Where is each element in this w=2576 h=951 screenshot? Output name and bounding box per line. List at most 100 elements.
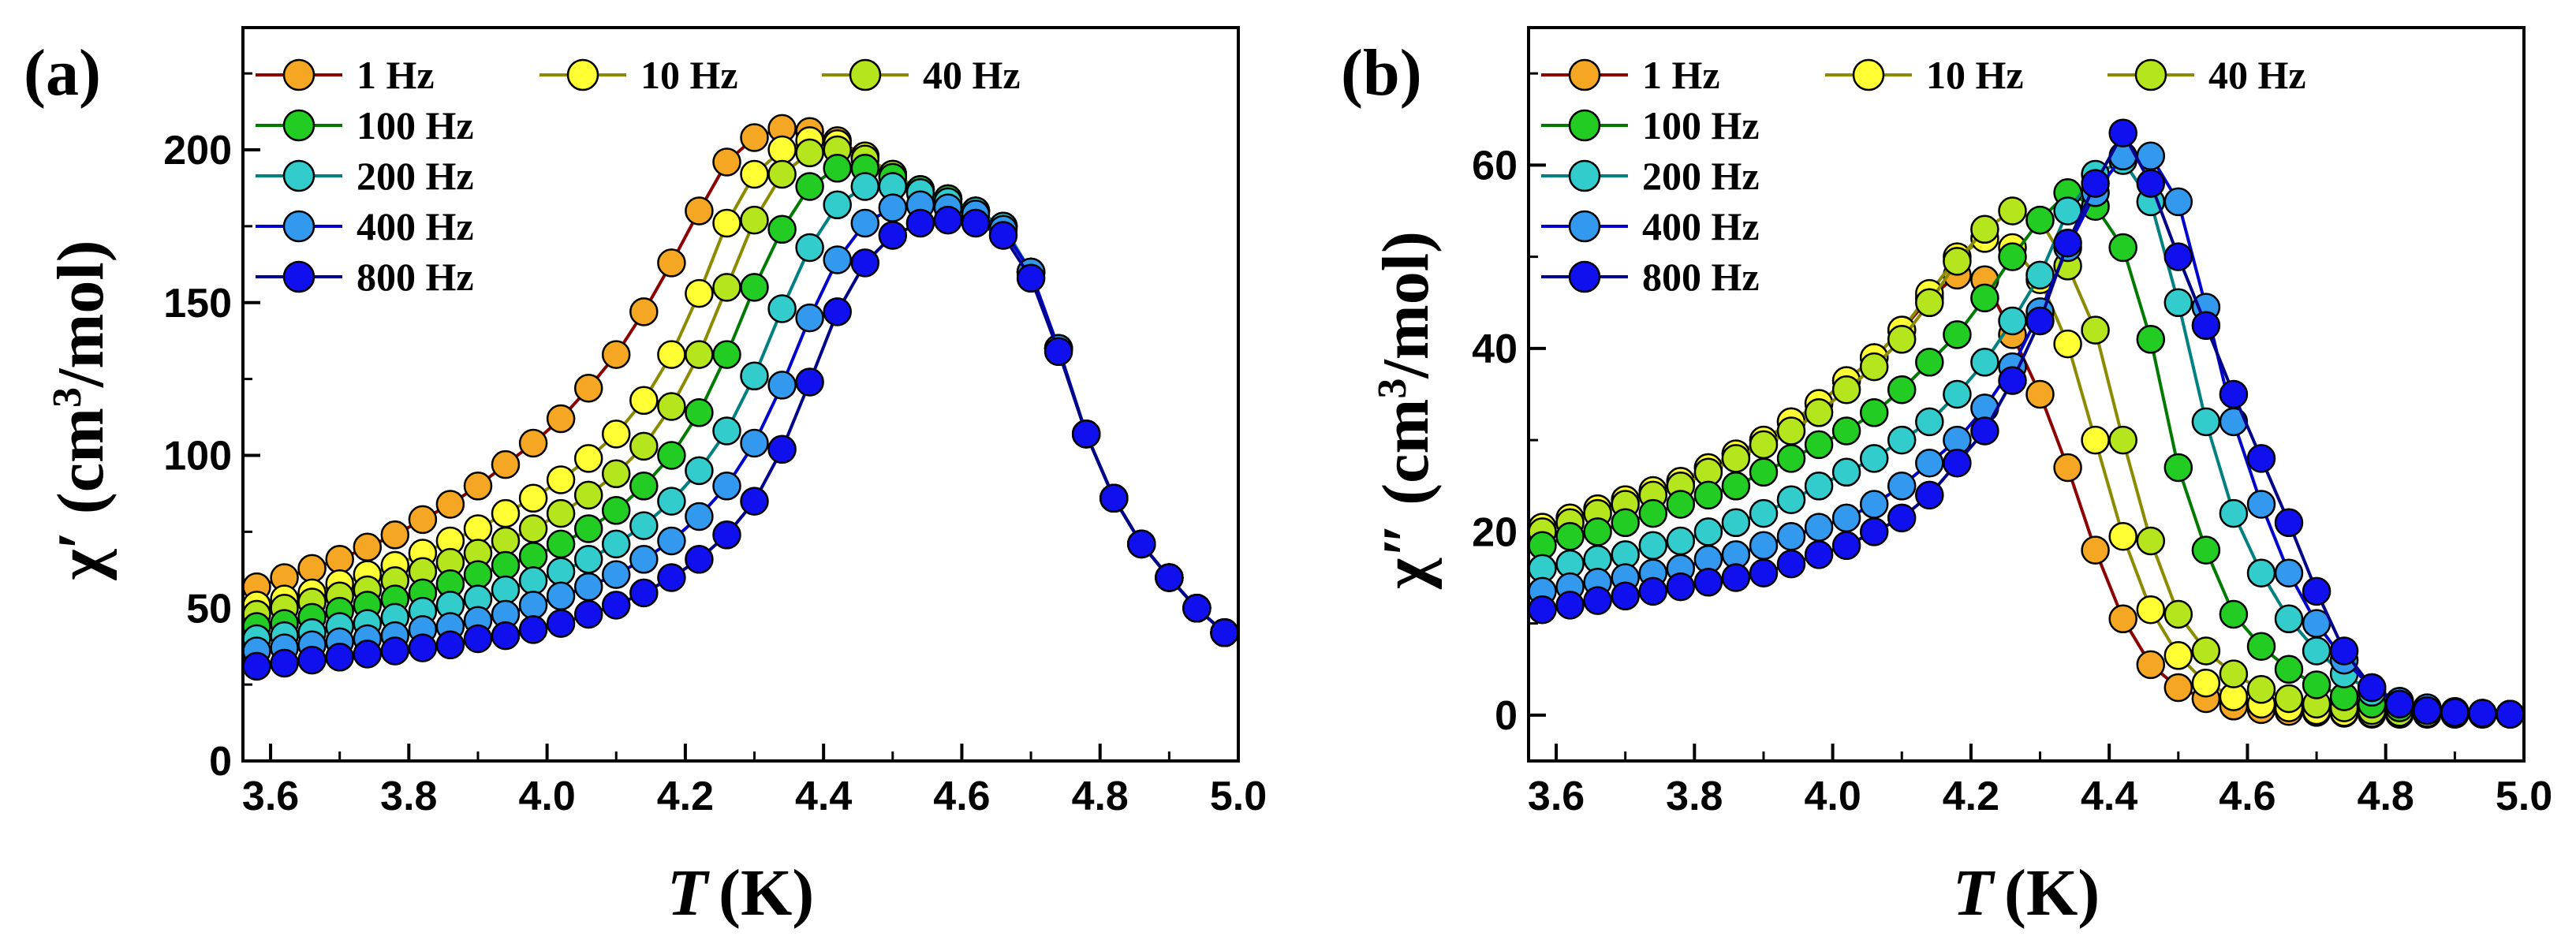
y-tick-label-a: 150 <box>163 281 232 326</box>
legend-label-b: 400 Hz <box>1642 204 1760 248</box>
panel-a: (a) 3.6 3.8 4.0 4.2 4.4 4.6 4.8 5.0 0 50 100 150 200… <box>24 26 1267 930</box>
data-point-b-800Hz <box>1529 595 1557 625</box>
x-axis-title-var-b: T <box>1953 856 1996 930</box>
legend-marker-a <box>282 210 315 243</box>
legend-marker-a <box>282 109 315 142</box>
legend-label-b: 800 Hz <box>1642 255 1760 299</box>
data-point-a-800Hz <box>1099 483 1129 513</box>
data-point-b-1Hz <box>2136 650 2166 680</box>
data-point-a-800Hz <box>767 434 797 464</box>
data-point-a-1Hz <box>712 147 741 177</box>
legend-marker-b <box>1568 109 1601 142</box>
panel-label-b: (b) <box>1341 36 1422 110</box>
data-point-b-200Hz <box>2191 407 2221 437</box>
plot-frame-a <box>241 26 1240 763</box>
data-point-b-200Hz <box>2274 604 2304 634</box>
legend-label-a: 100 Hz <box>357 103 474 147</box>
data-point-a-400Hz <box>518 591 548 620</box>
data-point-b-200Hz <box>1638 531 1668 561</box>
data-point-a-1Hz <box>573 374 603 403</box>
data-point-a-200Hz <box>657 487 686 516</box>
data-point-a-200Hz <box>685 456 714 486</box>
data-point-b-200Hz <box>1831 457 1861 487</box>
data-point-a-1Hz <box>435 490 465 519</box>
data-point-b-40Hz <box>1859 352 1889 382</box>
x-axis-title-unit-a: (K) <box>719 856 814 930</box>
data-point-a-400Hz <box>795 303 824 333</box>
data-point-a-800Hz <box>573 599 603 629</box>
data-point-b-100Hz <box>1970 283 1999 313</box>
data-point-a-100Hz <box>629 472 659 501</box>
data-point-a-1Hz <box>491 449 521 479</box>
data-point-a-400Hz <box>767 371 797 400</box>
x-tick-label-b: 4.4 <box>2081 774 2137 819</box>
legend-label-a: 400 Hz <box>357 204 474 248</box>
legend-marker-a <box>282 159 315 192</box>
data-point-a-10Hz <box>601 420 631 449</box>
data-point-a-40Hz <box>546 498 576 528</box>
data-point-b-10Hz <box>2081 425 2110 455</box>
data-point-b-800Hz <box>2136 169 2166 198</box>
data-point-a-800Hz <box>1127 529 1156 559</box>
data-point-a-100Hz <box>657 441 686 470</box>
data-point-b-1Hz <box>2108 604 2137 634</box>
data-point-a-800Hz <box>961 208 991 238</box>
data-point-b-800Hz <box>2025 306 2055 336</box>
data-point-b-1Hz <box>2053 453 2082 483</box>
legend-marker-a <box>566 58 599 91</box>
ticks-a: 3.6 3.8 4.0 4.2 4.4 4.6 4.8 5.0 0 50 100 150 200 <box>163 72 1267 819</box>
y-axis-title-text-b: χ″ (cm3/mol) <box>1369 231 1443 590</box>
data-point-b-100Hz <box>2274 655 2304 684</box>
data-point-b-100Hz <box>1666 490 1696 519</box>
data-point-b-40Hz <box>1970 214 1999 244</box>
data-point-b-40Hz <box>2163 599 2193 629</box>
data-point-b-100Hz <box>2191 535 2221 565</box>
data-point-a-400Hz <box>601 560 631 589</box>
data-point-a-800Hz <box>1016 263 1046 293</box>
x-tick-label-a: 4.8 <box>1072 774 1129 819</box>
data-point-a-1Hz <box>353 532 383 562</box>
data-point-b-1Hz <box>2081 535 2110 565</box>
data-point-a-40Hz <box>685 340 714 369</box>
data-point-a-800Hz <box>795 367 824 397</box>
y-axis-title-main-a: χ′ (cm <box>44 408 118 581</box>
data-point-b-100Hz <box>1998 242 2027 271</box>
data-point-a-800Hz <box>270 648 299 678</box>
y-tick-label-b: 60 <box>1472 143 1518 188</box>
data-point-a-1Hz <box>380 520 410 550</box>
data-point-b-100Hz <box>2163 453 2193 483</box>
data-point-b-200Hz <box>1998 306 2027 336</box>
data-point-a-800Hz <box>325 643 354 672</box>
data-point-b-100Hz <box>1776 444 1806 473</box>
data-point-a-10Hz <box>573 444 603 473</box>
data-point-a-10Hz <box>546 465 576 494</box>
data-point-a-10Hz <box>740 159 769 189</box>
data-point-b-800Hz <box>1638 576 1668 606</box>
data-point-a-100Hz <box>518 542 548 571</box>
x-tick-label-a: 4.6 <box>933 774 990 819</box>
data-point-b-400Hz <box>1776 521 1806 551</box>
data-point-b-100Hz <box>1831 416 1861 446</box>
data-point-b-40Hz <box>1943 247 1972 276</box>
legend-a: 1 Hz 10 Hz 40 Hz 100 Hz 200 Hz 400 Hz 800 Hz <box>256 53 1021 299</box>
data-point-a-800Hz <box>1210 618 1238 647</box>
data-point-b-400Hz <box>2246 490 2276 519</box>
data-point-a-800Hz <box>740 487 769 516</box>
data-point-b-800Hz <box>1943 448 1972 478</box>
legend-label-a: 1 Hz <box>357 53 435 97</box>
data-point-b-800Hz <box>1611 581 1640 611</box>
y-tick-label-a: 50 <box>186 586 232 632</box>
data-point-a-1Hz <box>546 404 576 434</box>
legend-label-a: 40 Hz <box>923 53 1021 97</box>
data-point-b-800Hz <box>1666 572 1696 602</box>
data-point-b-40Hz <box>2191 636 2221 666</box>
data-point-b-200Hz <box>1943 379 1972 409</box>
data-point-b-800Hz <box>2413 696 2442 725</box>
data-point-b-400Hz <box>1915 448 1944 478</box>
data-point-b-800Hz <box>1555 591 1585 620</box>
legend-marker-a <box>849 58 882 91</box>
data-point-b-40Hz <box>2246 675 2276 704</box>
data-point-b-200Hz <box>1693 517 1723 546</box>
data-point-b-100Hz <box>2025 205 2055 235</box>
data-point-b-100Hz <box>2219 599 2249 629</box>
